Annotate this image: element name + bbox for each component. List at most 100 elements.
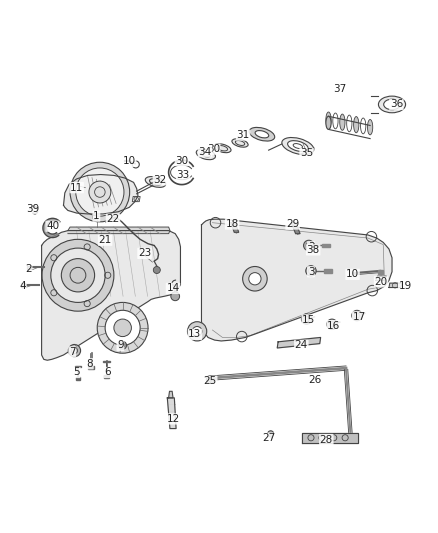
Polygon shape xyxy=(76,377,80,379)
Text: 1: 1 xyxy=(93,211,100,221)
Ellipse shape xyxy=(282,138,314,155)
Circle shape xyxy=(97,302,148,353)
Circle shape xyxy=(306,265,316,276)
Text: 30: 30 xyxy=(175,156,188,166)
Text: 31: 31 xyxy=(237,130,250,140)
Text: 17: 17 xyxy=(353,312,366,322)
Ellipse shape xyxy=(145,176,166,188)
Text: 9: 9 xyxy=(117,341,124,350)
Polygon shape xyxy=(324,269,332,273)
Text: 10: 10 xyxy=(123,156,136,166)
Text: 37: 37 xyxy=(333,84,346,94)
Text: 21: 21 xyxy=(99,235,112,245)
Polygon shape xyxy=(64,174,138,214)
Polygon shape xyxy=(90,215,100,220)
Circle shape xyxy=(192,327,202,336)
Polygon shape xyxy=(68,227,170,233)
Ellipse shape xyxy=(232,139,248,147)
Polygon shape xyxy=(169,391,173,398)
Ellipse shape xyxy=(214,144,231,152)
Text: 20: 20 xyxy=(374,277,388,287)
Circle shape xyxy=(243,266,267,291)
Polygon shape xyxy=(42,231,180,360)
Text: 3: 3 xyxy=(307,242,314,252)
Circle shape xyxy=(119,342,127,349)
Text: 33: 33 xyxy=(177,171,190,180)
Text: 38: 38 xyxy=(307,245,320,255)
Circle shape xyxy=(352,310,362,321)
Circle shape xyxy=(268,431,274,437)
Polygon shape xyxy=(322,244,330,247)
Text: 23: 23 xyxy=(138,248,151,259)
Text: 29: 29 xyxy=(286,219,299,229)
Ellipse shape xyxy=(255,131,269,138)
Text: 36: 36 xyxy=(390,100,403,109)
Text: 7: 7 xyxy=(69,347,76,357)
Text: 39: 39 xyxy=(26,204,39,214)
Ellipse shape xyxy=(367,119,373,135)
Text: 10: 10 xyxy=(346,269,359,279)
Text: 2: 2 xyxy=(25,264,32,273)
Ellipse shape xyxy=(249,127,275,141)
Text: 25: 25 xyxy=(204,376,217,386)
Polygon shape xyxy=(231,223,239,232)
Text: 19: 19 xyxy=(399,281,412,291)
Circle shape xyxy=(51,248,105,302)
Ellipse shape xyxy=(326,116,331,130)
Circle shape xyxy=(76,168,124,216)
Polygon shape xyxy=(43,219,60,238)
Ellipse shape xyxy=(378,96,406,113)
Text: 16: 16 xyxy=(327,321,340,330)
Polygon shape xyxy=(307,246,316,249)
Circle shape xyxy=(89,181,111,203)
Ellipse shape xyxy=(353,117,359,133)
Circle shape xyxy=(301,314,312,324)
Circle shape xyxy=(68,344,81,357)
Text: 40: 40 xyxy=(46,221,59,231)
Text: 22: 22 xyxy=(106,214,120,224)
Circle shape xyxy=(249,273,261,285)
Circle shape xyxy=(304,240,314,251)
Text: 12: 12 xyxy=(166,414,180,424)
Text: 4: 4 xyxy=(19,281,26,291)
Text: 28: 28 xyxy=(320,434,333,445)
Text: 18: 18 xyxy=(226,219,239,229)
Polygon shape xyxy=(132,197,140,201)
Text: 35: 35 xyxy=(300,149,313,158)
Circle shape xyxy=(171,292,180,301)
Text: 34: 34 xyxy=(198,147,212,157)
Text: 24: 24 xyxy=(295,341,308,350)
Circle shape xyxy=(153,266,160,273)
Circle shape xyxy=(42,239,114,311)
Polygon shape xyxy=(75,366,81,367)
Ellipse shape xyxy=(196,149,215,160)
Circle shape xyxy=(187,322,207,341)
Text: 32: 32 xyxy=(153,175,166,185)
Text: 30: 30 xyxy=(207,144,220,154)
Circle shape xyxy=(327,319,337,329)
Polygon shape xyxy=(88,366,94,369)
Text: 11: 11 xyxy=(70,183,83,192)
Text: 14: 14 xyxy=(166,284,180,293)
Polygon shape xyxy=(21,283,25,287)
Circle shape xyxy=(114,319,131,336)
Text: 26: 26 xyxy=(309,375,322,384)
Ellipse shape xyxy=(340,114,345,130)
Polygon shape xyxy=(201,219,392,341)
Ellipse shape xyxy=(384,99,400,110)
Polygon shape xyxy=(291,223,300,233)
Polygon shape xyxy=(389,283,402,287)
Circle shape xyxy=(105,310,140,345)
Text: 6: 6 xyxy=(104,367,111,377)
Circle shape xyxy=(61,259,95,292)
Ellipse shape xyxy=(326,112,331,127)
Circle shape xyxy=(206,376,214,383)
Ellipse shape xyxy=(288,141,308,151)
Text: 15: 15 xyxy=(302,315,315,325)
Polygon shape xyxy=(378,270,383,274)
Polygon shape xyxy=(104,375,109,378)
Polygon shape xyxy=(277,337,321,348)
Polygon shape xyxy=(376,276,386,280)
Polygon shape xyxy=(167,398,176,429)
Text: 27: 27 xyxy=(263,433,276,443)
